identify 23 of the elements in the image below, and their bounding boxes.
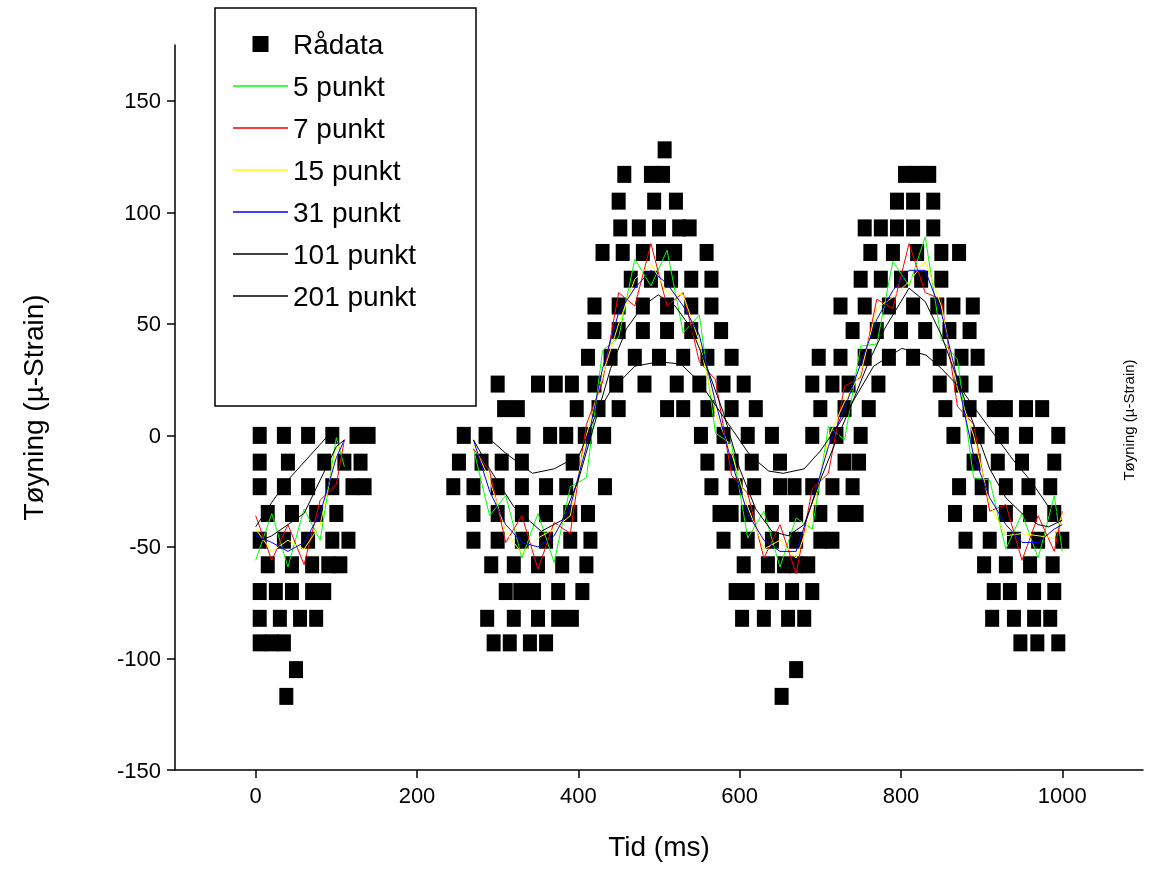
y-tick-label: 50 bbox=[136, 311, 161, 337]
y-tick-label: 0 bbox=[148, 422, 161, 448]
legend-label: 201 punkt bbox=[293, 280, 417, 312]
legend-label: 101 punkt bbox=[293, 238, 417, 270]
legend-label: 5 punkt bbox=[293, 70, 386, 102]
x-tick-label: 600 bbox=[721, 782, 759, 808]
x-tick-label: 1000 bbox=[1037, 782, 1087, 808]
x-axis-title: Tid (ms) bbox=[608, 830, 710, 862]
y2-axis-title: Tøyning (µ-Strain) bbox=[1119, 359, 1137, 481]
y-axis-title: Tøyning (µ-Strain) bbox=[17, 294, 49, 521]
x-tick-label: 400 bbox=[559, 782, 597, 808]
x-tick-label: 800 bbox=[882, 782, 920, 808]
y-tick-label: -50 bbox=[129, 534, 161, 560]
y-tick-label: -100 bbox=[116, 645, 161, 671]
x-tick-label: 0 bbox=[249, 782, 262, 808]
legend-label: Rådata bbox=[293, 28, 384, 60]
y-tick-label: -150 bbox=[116, 757, 161, 783]
legend-label: 15 punkt bbox=[293, 154, 401, 186]
x-tick-label: 200 bbox=[398, 782, 436, 808]
y-tick-label: 100 bbox=[124, 199, 161, 225]
y-tick-label: 150 bbox=[124, 88, 161, 114]
legend-label: 7 punkt bbox=[293, 112, 386, 144]
legend-label: 31 punkt bbox=[293, 196, 401, 228]
